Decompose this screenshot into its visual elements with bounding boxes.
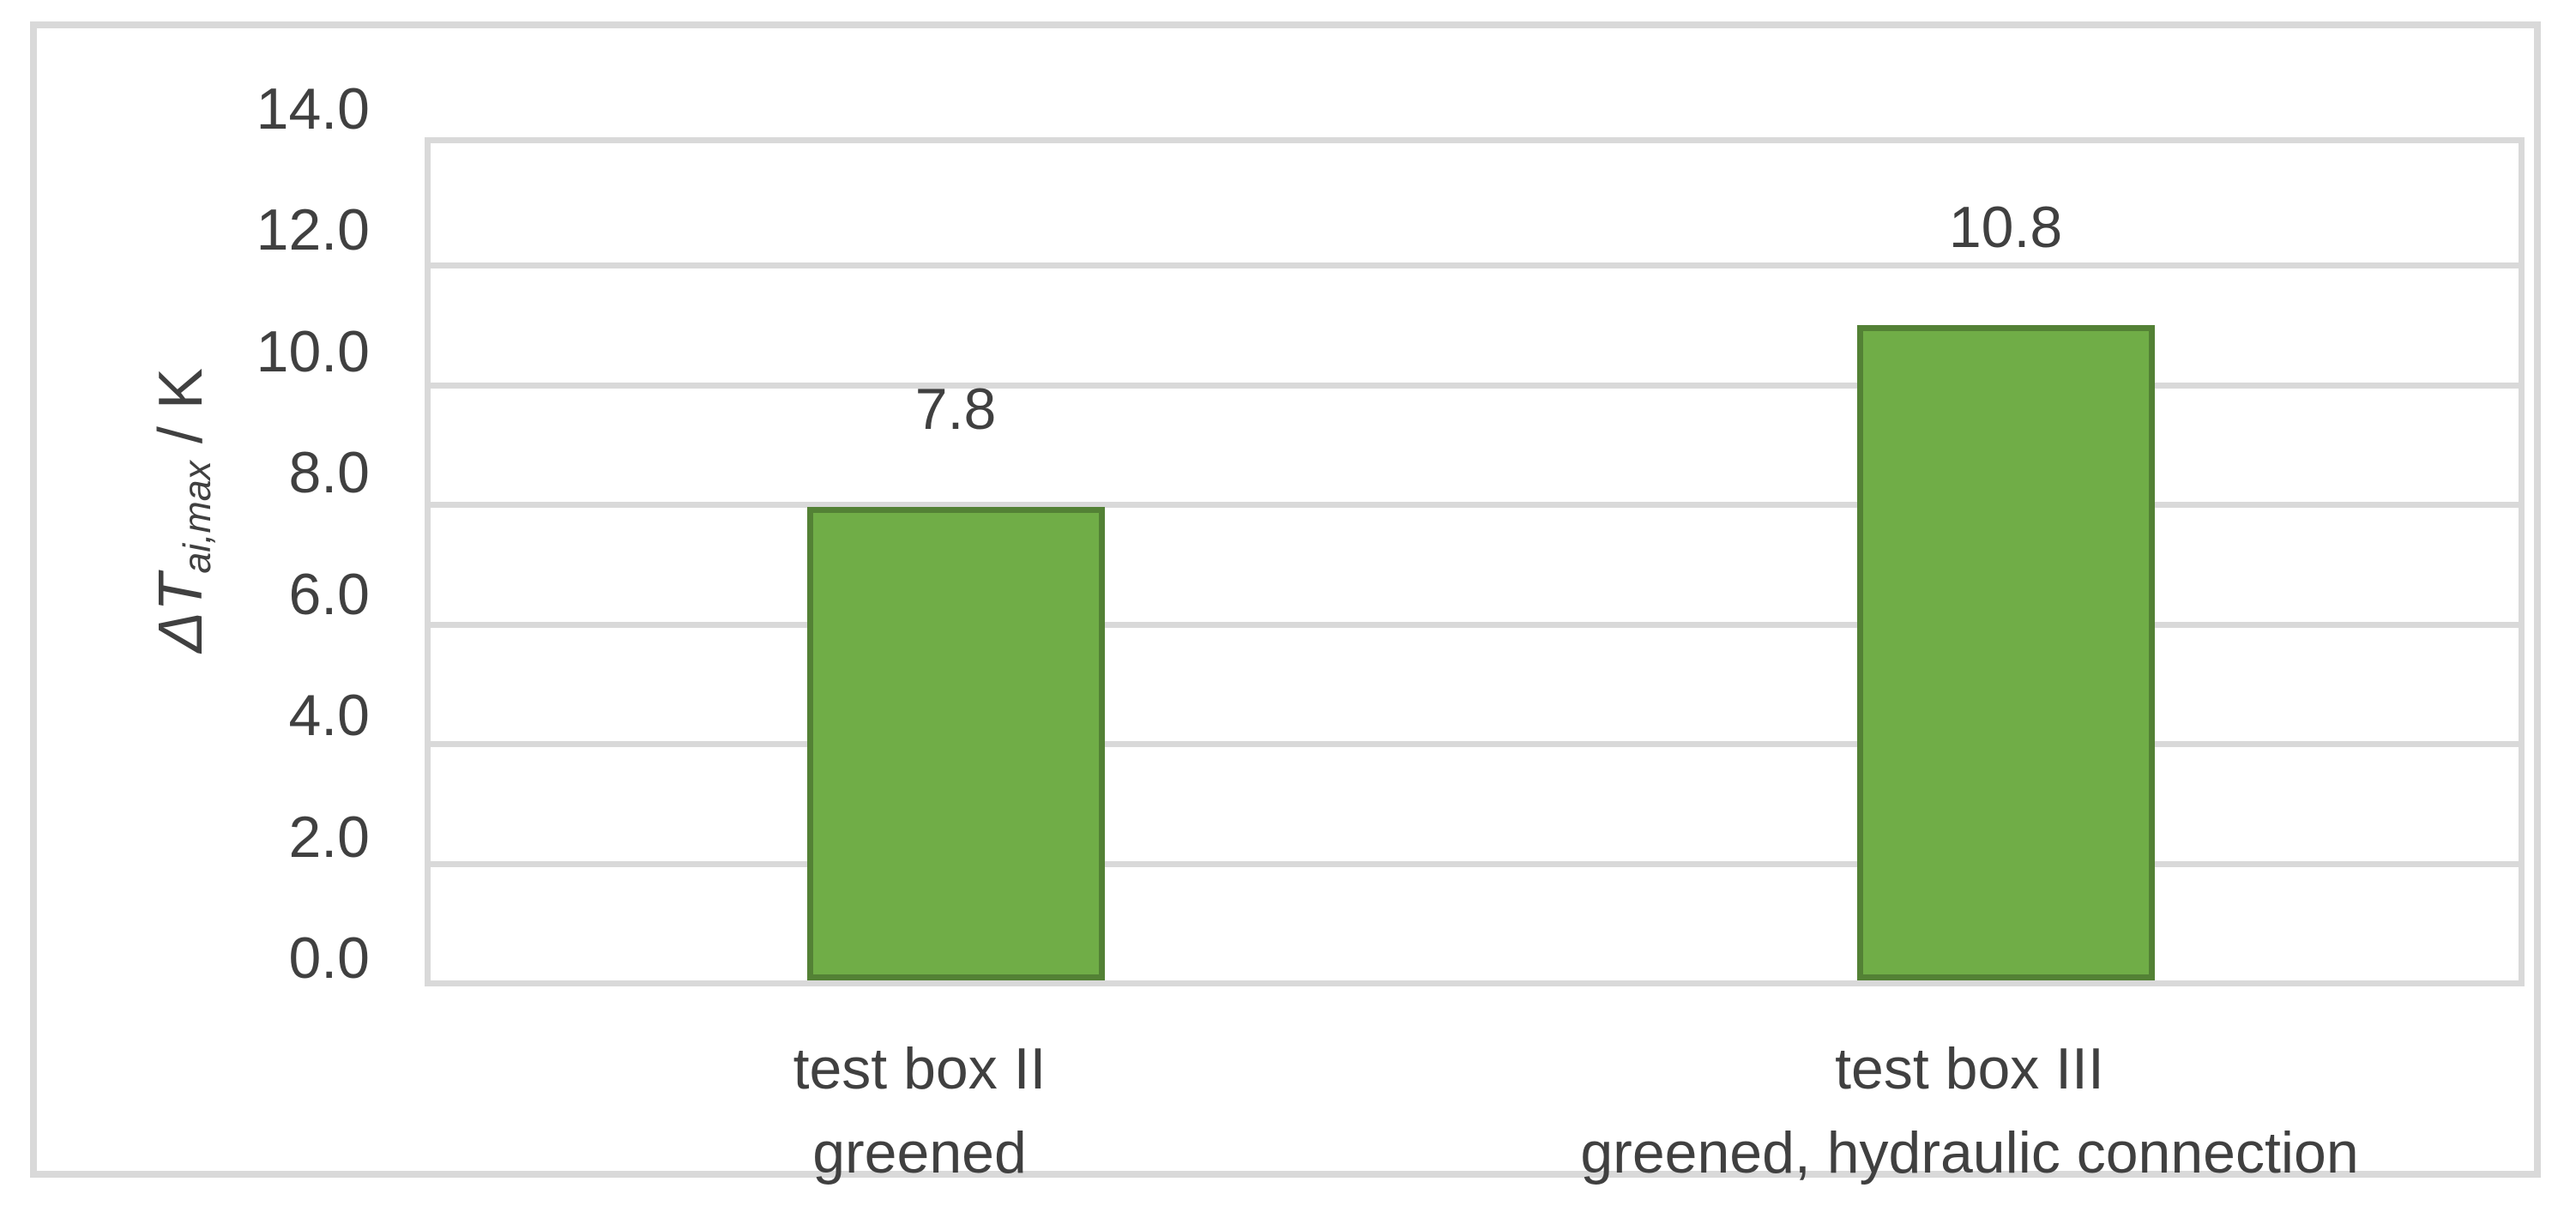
- gridline: [431, 741, 2519, 748]
- x-category-line: greened, hydraulic connection: [1580, 1120, 2359, 1185]
- chart-frame: ΔTai,max / K 7.8 10.8 0.0 2.0 4.0 6.0 8.0 10.0…: [30, 21, 2541, 1185]
- bar-2: [1857, 325, 2155, 980]
- y-tick-label: 10.0: [256, 319, 370, 384]
- x-category-line: test box II: [793, 1036, 1047, 1101]
- y-tick-label: 14.0: [256, 76, 370, 142]
- gridline: [431, 262, 2519, 269]
- x-category-label: test box II greened: [319, 1027, 1520, 1195]
- plot-area: 7.8 10.8: [425, 137, 2525, 986]
- bar-1: [807, 507, 1105, 980]
- y-tick-label: 8.0: [288, 440, 370, 505]
- gridline: [431, 860, 2519, 867]
- bar-value-label: 7.8: [914, 377, 997, 442]
- gridline: [431, 382, 2519, 389]
- x-category-line: greened: [812, 1120, 1027, 1185]
- x-category-line: test box III: [1835, 1036, 2104, 1101]
- bar-value-label: 10.8: [1948, 195, 2063, 260]
- gridline: [431, 621, 2519, 628]
- y-tick-label: 0.0: [288, 926, 370, 991]
- y-tick-label: 6.0: [288, 562, 370, 627]
- gridline: [431, 502, 2519, 509]
- y-tick-label: 4.0: [288, 683, 370, 748]
- x-category-label: test box III greened, hydraulic connectio…: [1369, 1027, 2570, 1195]
- y-tick-label: 12.0: [256, 197, 370, 262]
- y-tick-label: 2.0: [288, 805, 370, 870]
